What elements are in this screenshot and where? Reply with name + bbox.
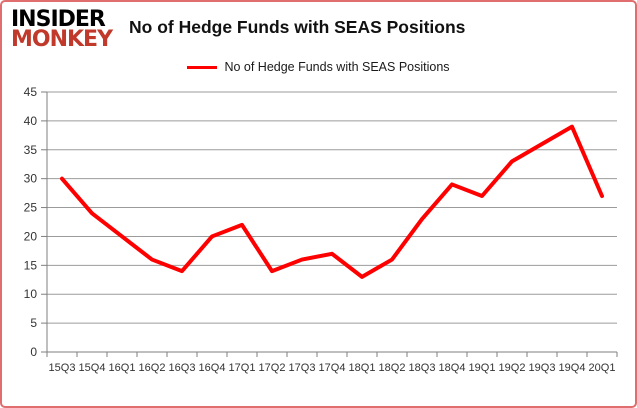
y-tick-label: 35 — [24, 143, 38, 157]
logo-word-insider: INSIDER — [11, 7, 106, 32]
y-tick-label: 30 — [24, 172, 38, 186]
logo-word-monkey: MONKEY — [11, 27, 113, 53]
y-tick-label: 20 — [24, 229, 38, 243]
x-tick-label: 19Q4 — [559, 362, 586, 374]
x-tick-label: 17Q4 — [319, 362, 346, 374]
x-tick-label: 16Q2 — [139, 362, 166, 374]
y-tick-label: 25 — [24, 201, 38, 215]
x-tick-label: 18Q1 — [349, 362, 376, 374]
insider-monkey-logo: INSIDER MONKEY — [11, 7, 113, 53]
x-tick-label: 18Q4 — [439, 362, 466, 374]
x-tick-label: 19Q1 — [469, 362, 496, 374]
y-tick-label: 5 — [30, 316, 37, 330]
x-tick-label: 17Q3 — [289, 362, 316, 374]
legend-label: No of Hedge Funds with SEAS Positions — [224, 60, 450, 74]
x-tick-label: 19Q3 — [529, 362, 556, 374]
y-tick-label: 40 — [24, 114, 38, 128]
y-tick-label: 10 — [24, 287, 38, 301]
x-tick-label: 15Q3 — [49, 362, 76, 374]
page-title: No of Hedge Funds with SEAS Positions — [129, 17, 466, 37]
legend-line-swatch — [187, 65, 218, 69]
x-tick-label: 20Q1 — [589, 362, 616, 374]
x-tick-label: 18Q2 — [379, 362, 406, 374]
x-tick-label: 18Q3 — [409, 362, 436, 374]
y-tick-label: 15 — [24, 258, 38, 272]
x-tick-label: 16Q1 — [109, 362, 136, 374]
x-tick-label: 16Q3 — [169, 362, 196, 374]
series-line — [60, 124, 604, 279]
x-tick-label: 17Q2 — [259, 362, 286, 374]
y-tick-label: 45 — [24, 85, 38, 99]
x-tick-label: 15Q4 — [79, 362, 106, 374]
x-tick-label: 17Q1 — [229, 362, 256, 374]
y-tick-label: 0 — [30, 345, 37, 359]
x-tick-label: 16Q4 — [199, 362, 226, 374]
x-tick-label: 19Q2 — [499, 362, 526, 374]
chart-legend: No of Hedge Funds with SEAS Positions — [0, 60, 637, 74]
